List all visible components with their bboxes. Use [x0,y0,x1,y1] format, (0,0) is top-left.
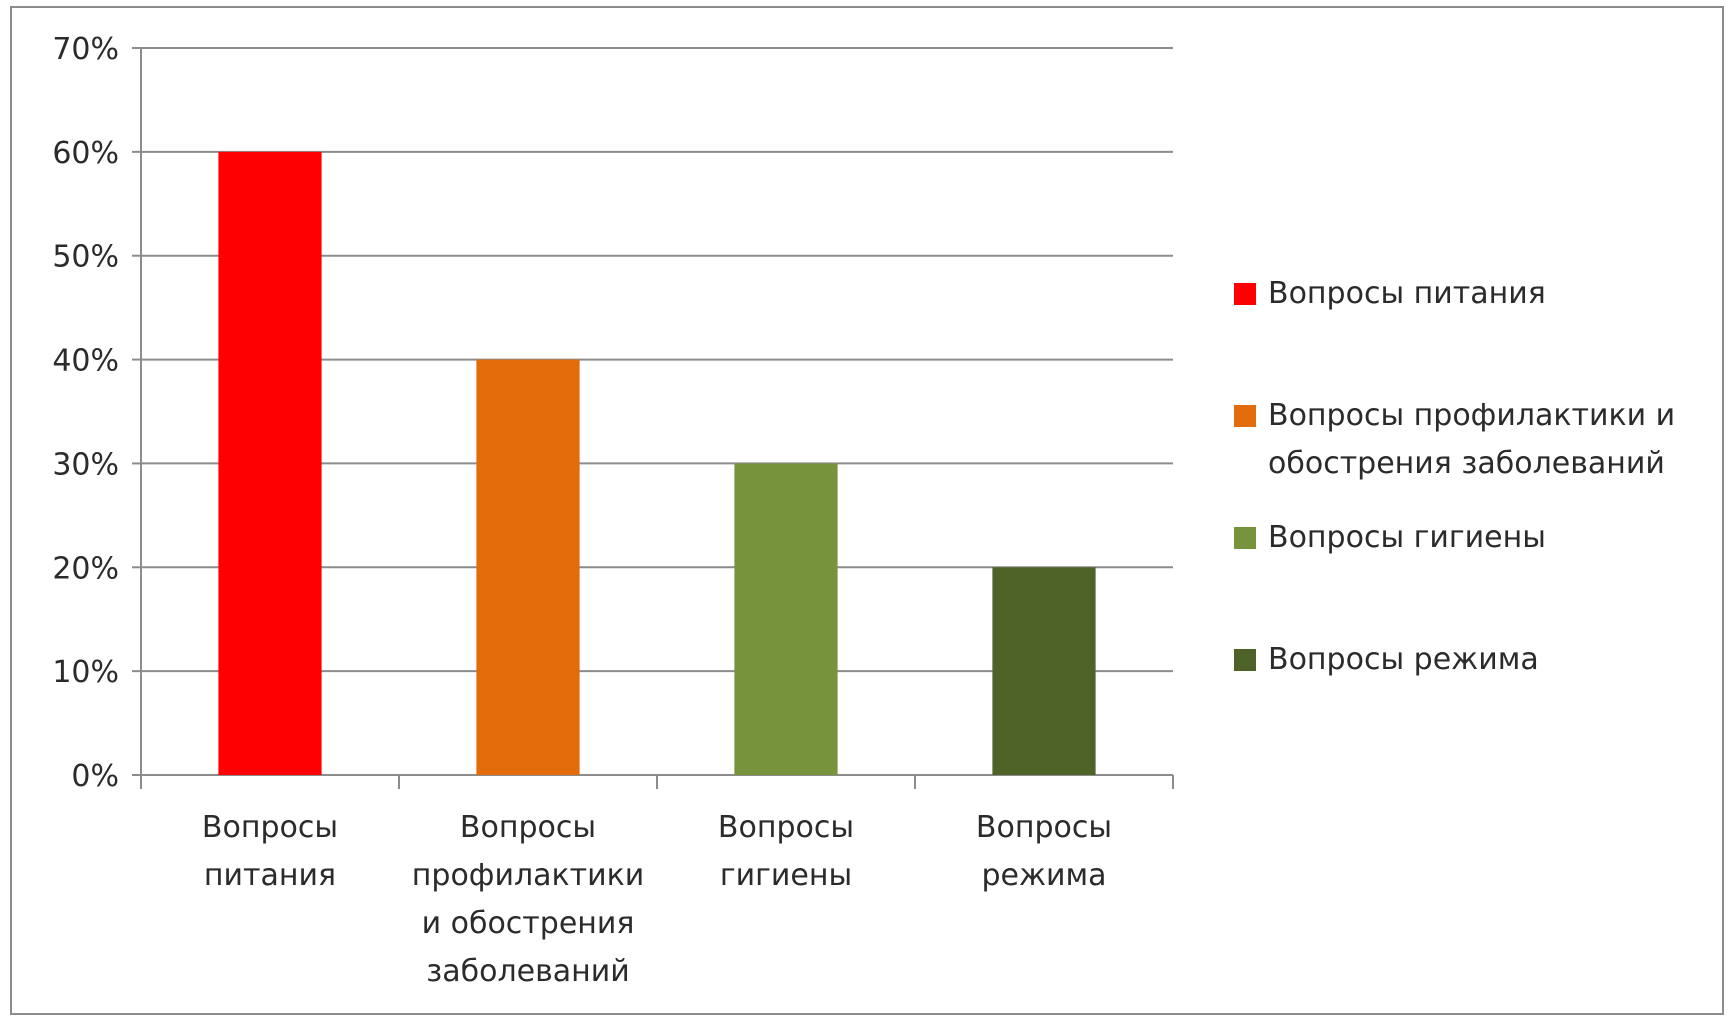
x-category-label-line: питания [204,858,336,893]
y-tick-label: 50% [52,240,119,275]
x-category-label-line: Вопросы [202,810,338,845]
legend-item-prevention: Вопросы профилактики и обострения заболе… [1234,392,1714,488]
x-category-label: Вопросы питания [202,810,338,893]
x-category-label-line: Вопросы [718,810,854,845]
x-category-label: Вопросы гигиены [718,810,854,893]
bar-1 [218,151,322,775]
y-tick-label: 0% [71,759,119,794]
y-tick-label: 20% [52,551,119,586]
legend-swatch-hygiene [1234,527,1256,549]
legend-item-hygiene: Вопросы гигиены [1234,514,1714,562]
legend-swatch-regime [1234,649,1256,671]
bar-3 [734,463,838,775]
x-category-label: Вопросы профилактики и обострения заболеван… [412,810,644,989]
x-category-label-line: и обострения [422,906,635,941]
y-tick-label: 30% [52,447,119,482]
legend-item-regime: Вопросы режима [1234,636,1714,684]
x-category-label-line: режима [981,858,1106,893]
x-category-label-line: заболеваний [426,954,630,989]
legend-swatch-nutrition [1234,283,1256,305]
legend-label-prevention: Вопросы профилактики и обострения заболе… [1268,398,1676,481]
x-category-label-line: профилактики [412,858,644,893]
x-category-label: Вопросы режима [976,810,1112,893]
legend-label-hygiene: Вопросы гигиены [1268,520,1546,555]
y-tick-label: 10% [52,655,119,690]
legend-item-nutrition: Вопросы питания [1234,270,1714,318]
legend-label-regime: Вопросы режима [1268,642,1539,677]
bar-4 [992,567,1096,775]
y-tick-label: 70% [52,32,119,67]
legend: Вопросы питания Вопросы профилактики и о… [1234,270,1714,684]
legend-label-nutrition: Вопросы питания [1268,276,1546,311]
legend-swatch-prevention [1234,405,1256,427]
x-category-label-line: Вопросы [976,810,1112,845]
x-category-label-line: гигиены [720,858,852,893]
y-tick-label: 40% [52,344,119,379]
y-tick-label: 60% [52,136,119,171]
bar-2 [476,359,580,775]
x-category-label-line: Вопросы [460,810,596,845]
